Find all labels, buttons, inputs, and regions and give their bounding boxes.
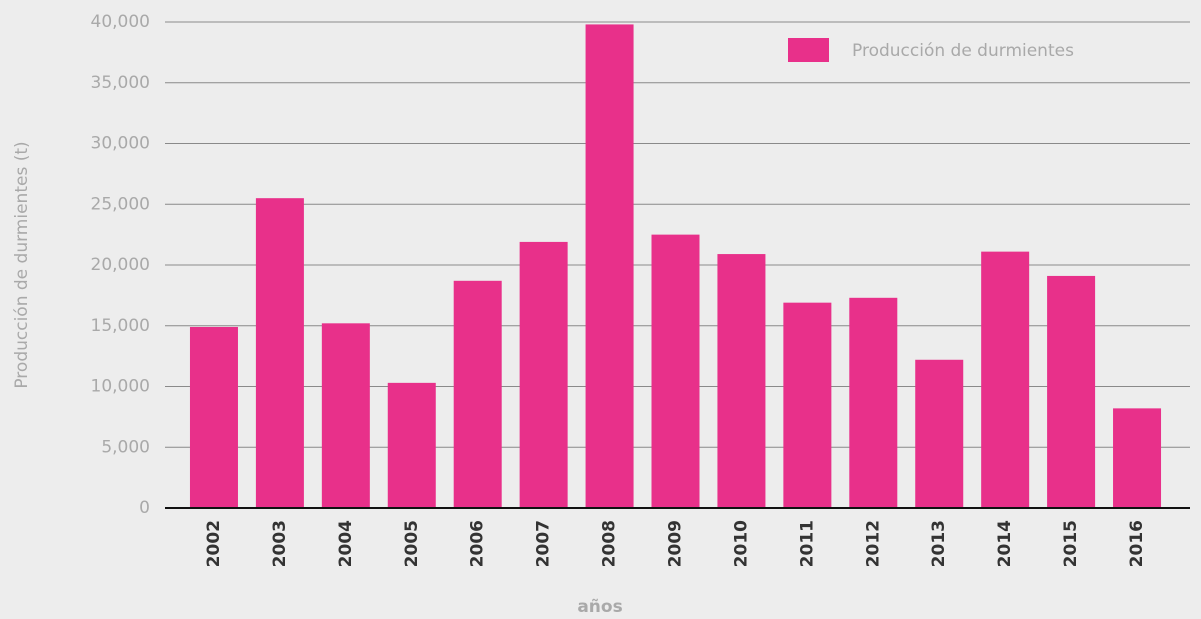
x-tick-label: 2009 [666, 520, 686, 567]
y-tick-label: 10,000 [91, 377, 150, 397]
bar [189, 326, 238, 508]
bar [1113, 408, 1162, 508]
y-tick-label: 20,000 [91, 255, 150, 275]
x-tick-label: 2004 [336, 520, 356, 567]
bar [783, 302, 832, 508]
legend-swatch [788, 38, 829, 62]
bar [321, 323, 370, 508]
bar [915, 359, 964, 508]
x-tick-label: 2002 [204, 520, 224, 567]
bar [387, 382, 436, 508]
y-axis-label: Producción de durmientes (t) [12, 141, 32, 388]
bar [717, 254, 766, 508]
x-tick-label: 2013 [929, 520, 949, 567]
bar [1047, 275, 1096, 508]
y-tick-label: 15,000 [91, 316, 150, 336]
x-tick-label: 2006 [468, 520, 488, 567]
bar [849, 297, 898, 508]
x-tick-label: 2007 [534, 520, 554, 567]
x-tick-label: 2016 [1127, 520, 1147, 567]
y-tick-label: 35,000 [91, 73, 150, 93]
x-tick-label: 2011 [797, 520, 817, 567]
y-tick-label: 25,000 [91, 194, 150, 214]
bar [255, 198, 304, 509]
x-tick-label: 2010 [731, 520, 751, 567]
x-axis-label: años [577, 597, 622, 617]
legend-label: Producción de durmientes [852, 41, 1074, 61]
x-tick-label: 2008 [600, 520, 620, 567]
x-tick-label: 2003 [270, 520, 290, 567]
bar [519, 241, 568, 509]
bar [981, 251, 1030, 508]
bar [453, 280, 502, 508]
x-tick-label: 2014 [995, 520, 1015, 567]
x-tick-label: 2005 [402, 520, 422, 567]
bar [651, 234, 700, 508]
x-tick-label: 2015 [1061, 520, 1081, 567]
y-tick-label: 5,000 [101, 437, 150, 457]
y-tick-label: 40,000 [91, 12, 150, 32]
y-tick-label: 0 [139, 498, 150, 518]
x-tick-label: 2012 [863, 520, 883, 567]
bar [585, 24, 634, 509]
y-tick-label: 30,000 [91, 134, 150, 154]
